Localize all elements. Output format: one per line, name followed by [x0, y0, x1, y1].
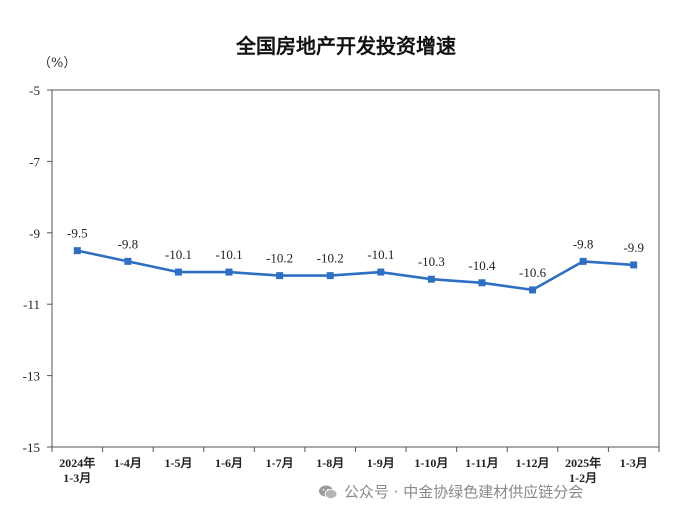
x-tick-label: 1-10月	[414, 456, 448, 470]
y-tick-label: -7	[29, 154, 40, 169]
data-label: -10.4	[468, 258, 496, 273]
y-tick-label: -13	[23, 369, 40, 384]
data-label: -10.3	[418, 254, 445, 269]
data-point	[579, 257, 587, 265]
x-tick-label: 1-3月	[620, 456, 648, 470]
y-tick-label: -5	[29, 83, 40, 98]
data-labels: -9.5 -9.8 -10.1 -10.1 -10.2 -10.2 -10.1 -10.3 -1…	[67, 226, 644, 280]
series-line	[77, 249, 634, 292]
wechat-icon	[319, 485, 338, 499]
data-point	[225, 268, 233, 276]
data-label: -10.1	[165, 247, 192, 262]
x-tick-label: 1-4月	[114, 456, 142, 470]
data-point	[326, 272, 334, 280]
x-tick-label: 1-5月	[164, 456, 192, 470]
y-tick-label: -15	[23, 440, 40, 455]
x-tick-label: 2025年 1-2月	[565, 455, 601, 485]
data-point	[529, 286, 537, 294]
y-tick-label: -9	[29, 226, 40, 241]
x-tick-label: 1-12月	[516, 456, 550, 470]
data-point	[427, 275, 435, 283]
data-point	[73, 247, 81, 255]
x-axis-ticks: 2024年 1-3月 1-4月 1-5月 1-6月 1-7月 1-8月 1-9月 1-10月 1-…	[51, 447, 660, 485]
data-point	[478, 279, 486, 287]
data-label: -9.9	[623, 240, 644, 255]
x-tick-label: 2024年 1-3月	[59, 455, 95, 485]
data-point	[630, 261, 638, 269]
data-point	[124, 257, 132, 265]
watermark-text: 公众号 · 中金协绿色建材供应链分会	[344, 483, 584, 501]
data-point	[174, 268, 182, 276]
data-label: -10.2	[266, 251, 293, 266]
y-unit-label: （%）	[38, 56, 77, 71]
series-layer	[73, 247, 638, 294]
data-point	[276, 272, 284, 280]
data-point	[377, 268, 385, 276]
data-label: -10.6	[519, 265, 547, 280]
x-tick-label: 1-11月	[465, 456, 498, 470]
data-label: -9.5	[67, 226, 88, 241]
x-tick-label: 1-9月	[367, 456, 395, 470]
watermark: 公众号 · 中金协绿色建材供应链分会	[318, 481, 583, 502]
x-tick-label: 1-6月	[215, 456, 243, 470]
data-label: -10.2	[317, 251, 344, 266]
data-label: -9.8	[573, 236, 594, 251]
x-tick-label: 1-7月	[266, 456, 294, 470]
y-tick-label: -11	[23, 297, 40, 312]
data-label: -10.1	[367, 247, 394, 262]
chart-title: 全国房地产开发投资增速	[236, 34, 456, 58]
data-label: -9.8	[118, 236, 139, 251]
data-label: -10.1	[215, 247, 242, 262]
x-tick-label: 1-8月	[316, 456, 344, 470]
y-axis-ticks: -5 -7 -9 -11 -13 -15	[23, 83, 52, 455]
